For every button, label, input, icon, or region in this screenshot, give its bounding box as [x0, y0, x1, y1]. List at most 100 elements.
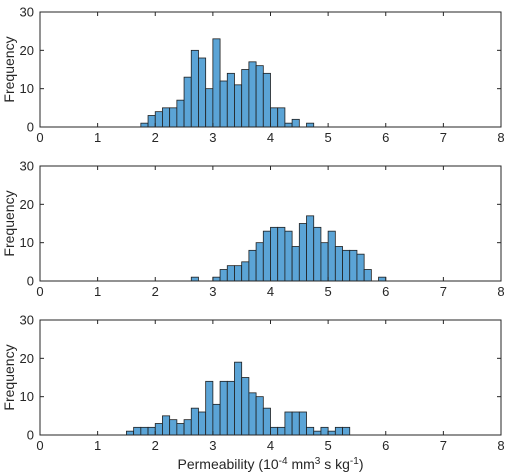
- histogram-bar: [320, 242, 329, 282]
- histogram-bar: [313, 226, 322, 282]
- histogram-bar: [334, 426, 343, 436]
- x-tick-label: 2: [152, 284, 159, 299]
- histogram-bar: [226, 72, 235, 128]
- y-tick-label: 30: [20, 5, 34, 20]
- histogram-bar: [291, 118, 300, 128]
- histogram-bar: [270, 226, 279, 282]
- y-tick-label: 20: [20, 351, 34, 366]
- x-tick-label: 1: [94, 130, 101, 145]
- histogram-bar: [327, 230, 336, 282]
- histogram-bar: [133, 426, 142, 436]
- histogram-bar: [140, 426, 149, 436]
- histogram-bar: [154, 111, 163, 128]
- histogram-bar: [176, 423, 185, 436]
- x-tick-label: 5: [325, 438, 332, 453]
- x-tick-label: 4: [267, 284, 274, 299]
- histogram-bar: [248, 61, 257, 128]
- histogram-bar: [162, 107, 171, 128]
- x-tick-label: 3: [209, 284, 216, 299]
- histogram-bar: [378, 276, 387, 282]
- histogram-bar: [291, 411, 300, 436]
- histogram-bar: [342, 249, 351, 282]
- y-axis-label: Frequency: [1, 344, 17, 410]
- histogram-bar: [306, 215, 315, 282]
- histogram-bar: [313, 430, 322, 436]
- histogram-panel-3: 0 1 2 3 4 5 6 7 8 0 10 20 30 Frequency Permeability (1…: [1, 313, 505, 473]
- histogram-bar: [356, 253, 365, 282]
- histogram-bar: [298, 223, 307, 282]
- histogram-bar: [241, 261, 250, 282]
- y-tick-label: 20: [20, 43, 34, 58]
- histogram-bar: [306, 426, 315, 436]
- x-tick-label: 0: [36, 438, 43, 453]
- x-tick-label: 3: [209, 438, 216, 453]
- x-tick-label: 4: [267, 438, 274, 453]
- histogram-bar: [248, 392, 257, 436]
- histogram-bar: [241, 377, 250, 436]
- y-tick-label: 20: [20, 197, 34, 212]
- histogram-bar: [284, 230, 293, 282]
- histogram-bar: [154, 423, 163, 436]
- histogram-bar: [255, 242, 264, 282]
- histogram-bar: [162, 415, 171, 436]
- y-tick-label: 10: [20, 81, 34, 96]
- histogram-bar: [205, 88, 214, 128]
- histogram-bar: [183, 76, 192, 128]
- x-tick-label: 5: [325, 284, 332, 299]
- y-tick-label: 0: [27, 274, 34, 289]
- histogram-bar: [219, 380, 228, 436]
- x-tick-label: 0: [36, 130, 43, 145]
- y-tick-label: 30: [20, 159, 34, 174]
- histogram-bar: [212, 403, 221, 436]
- x-tick-label: 6: [382, 438, 389, 453]
- x-tick-label: 7: [440, 438, 447, 453]
- y-tick-label: 0: [27, 120, 34, 135]
- x-tick-label: 1: [94, 284, 101, 299]
- histogram-bar: [270, 107, 279, 128]
- x-tick-label: 8: [497, 284, 504, 299]
- x-tick-label: 6: [382, 130, 389, 145]
- histogram-bar: [234, 361, 243, 436]
- histogram-bar: [219, 80, 228, 128]
- histogram-bar: [277, 426, 286, 436]
- histogram-bar: [363, 269, 372, 282]
- x-tick-label: 2: [152, 438, 159, 453]
- x-tick-label: 4: [267, 130, 274, 145]
- histogram-bar: [190, 49, 199, 128]
- histogram-bar: [169, 107, 178, 128]
- histogram-bar: [248, 249, 257, 282]
- histogram-bar: [183, 419, 192, 436]
- histogram-panel-2: 0 1 2 3 4 5 6 7 8 0 10 20 30 Frequency: [1, 159, 505, 300]
- y-tick-label: 10: [20, 389, 34, 404]
- histogram-bar: [205, 380, 214, 436]
- histogram-bar: [147, 115, 156, 128]
- histogram-bar: [255, 396, 264, 436]
- y-tick-label: 30: [20, 313, 34, 328]
- histogram-bar: [284, 411, 293, 436]
- x-tick-label: 5: [325, 130, 332, 145]
- histogram-bar: [277, 107, 286, 128]
- y-axis-label: Frequency: [1, 190, 17, 256]
- histogram-bar: [342, 426, 351, 436]
- histogram-bar: [190, 407, 199, 436]
- x-tick-label: 0: [36, 284, 43, 299]
- histogram-bar: [270, 426, 279, 436]
- histogram-bar: [126, 430, 135, 436]
- histogram-bar: [291, 246, 300, 282]
- histogram-bar: [327, 430, 336, 436]
- histogram-bar: [262, 230, 271, 282]
- histogram-bar: [334, 246, 343, 282]
- histogram-panels: 0 1 2 3 4 5 6 7 8 0 10 20 30 Frequency 0 1 2 3 4 5 6 7 8 0 10 20 3…: [1, 5, 505, 473]
- x-tick-label: 7: [440, 284, 447, 299]
- x-tick-label: 8: [497, 438, 504, 453]
- histogram-bar: [255, 65, 264, 128]
- histogram-bar: [320, 426, 329, 436]
- histogram-bar: [190, 276, 199, 282]
- histogram-bar: [140, 122, 149, 128]
- histogram-bar: [212, 38, 221, 128]
- histogram-bar: [262, 407, 271, 436]
- histogram-bar: [284, 122, 293, 128]
- histogram-bar: [198, 411, 207, 436]
- histogram-bar: [176, 99, 185, 128]
- x-tick-label: 6: [382, 284, 389, 299]
